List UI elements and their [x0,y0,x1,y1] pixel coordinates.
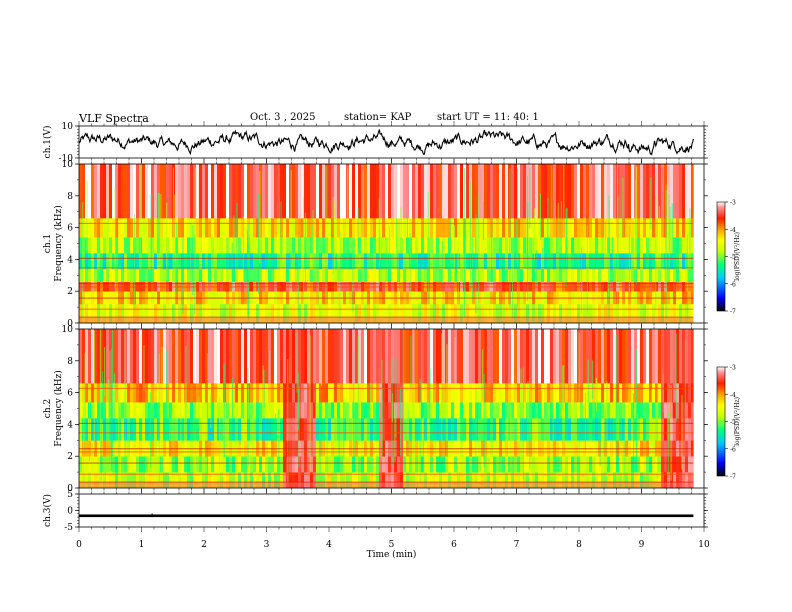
ch2-spectrogram-yticklabel: 8 [67,357,73,367]
x-ticklabel: 0 [76,540,82,550]
x-ticklabel: 8 [576,540,582,550]
ch1-spectrogram-yticklabel: 10 [62,160,74,170]
ch2-spectrogram-yticklabel: 6 [67,389,73,399]
ch1-spectrogram-cbar-ticklabel: -7 [730,309,736,316]
ch1-waveform-yticklabel: -10 [59,154,74,164]
x-ticklabel: 7 [514,540,520,550]
ch2-spectrogram-cbar-ticklabel: -4 [730,392,736,399]
ch2-spectrogram-yticklabel: 0 [67,484,73,494]
x-ticklabel: 4 [326,540,332,550]
ch1-spectrogram-lines [79,222,694,323]
station-label: station= KAP [344,112,412,123]
ch3-waveform-yticklabel: 0 [67,507,73,517]
ch1-spectrogram-cbar-ticklabel: -6 [730,281,736,288]
x-ticklabel: 9 [639,540,645,550]
ch2-spectrogram-yticklabel: 2 [67,452,73,462]
x-ticklabel: 5 [389,540,395,550]
start-time-label: start UT = 11: 40: 1 [437,112,539,123]
ch2-spectrogram-ylabel-ch: ch.2 [43,399,53,418]
ch1-waveform-yticklabel: 10 [62,122,74,132]
ch1-spectrogram-ylabel-freq: Frequency (kHz) [53,205,64,282]
x-ticklabel: 10 [698,540,710,550]
ch1-waveform-ylabel: ch.1(V) [42,126,53,159]
chart-title: VLF Spectra [79,112,149,125]
ch1-spectrogram-colorbar [716,201,726,312]
ch1-spectrogram-cbar-ticklabel: -3 [730,200,736,207]
ch2-spectrogram-cells [79,329,694,489]
x-axis-label: Time (min) [367,549,417,560]
date-label: Oct. 3 , 2025 [250,112,316,123]
plot-fills [79,164,694,489]
ch1-spectrogram-cells [79,164,694,324]
ch1-spectrogram-yticklabel: 8 [67,192,73,202]
ch2-spectrogram-ylabel-freq: Frequency (kHz) [53,370,64,447]
ch3-waveform-yticklabel: -5 [64,523,73,533]
ch2-spectrogram-yticklabel: 4 [67,420,73,430]
ch2-spectrogram-colorbar [716,366,726,477]
ch1-spectrogram-yticklabel: 6 [67,224,73,234]
ch1-spectrogram-yticklabel: 2 [67,287,73,297]
x-ticklabel: 3 [264,540,270,550]
ch1-spectrogram-cbar-ticklabel: -4 [730,227,736,234]
ch3-waveform-line [79,514,694,518]
ch2-spectrogram-lines [79,387,694,488]
ch2-spectrogram-cbar-ticklabel: -6 [730,446,736,453]
ch2-spectrogram-cbar-ticklabel: -7 [730,474,736,481]
x-ticklabel: 6 [451,540,457,550]
x-ticklabel: 2 [201,540,207,550]
ch2-spectrogram-cbar-ticklabel: -3 [730,365,736,372]
ch1-spectrogram-cbar-label: log(PSD)(V²/Hz) [734,232,741,281]
ch1-spectrogram-ylabel-ch: ch.1 [43,234,53,253]
ch1-spectrogram-yticklabel: 0 [67,319,73,329]
ch3-waveform-yticklabel: 5 [67,490,73,500]
ch1-spectrogram-yticklabel: 4 [67,255,73,265]
plot-axes [75,121,728,532]
ch2-spectrogram-cbar-label: log(PSD)(V²/Hz) [734,397,741,446]
ch1-spectrogram-cbar-ticklabel: -5 [730,254,736,261]
ch3-waveform-frame [78,493,705,528]
plot-lines [78,129,694,518]
ch2-spectrogram-cbar-ticklabel: -5 [730,419,736,426]
x-ticklabel: 1 [139,540,145,550]
ch2-spectrogram-yticklabel: 10 [62,325,74,335]
ch1-waveform-line [78,129,694,156]
ch3-waveform-ylabel: ch.3(V) [42,494,53,527]
